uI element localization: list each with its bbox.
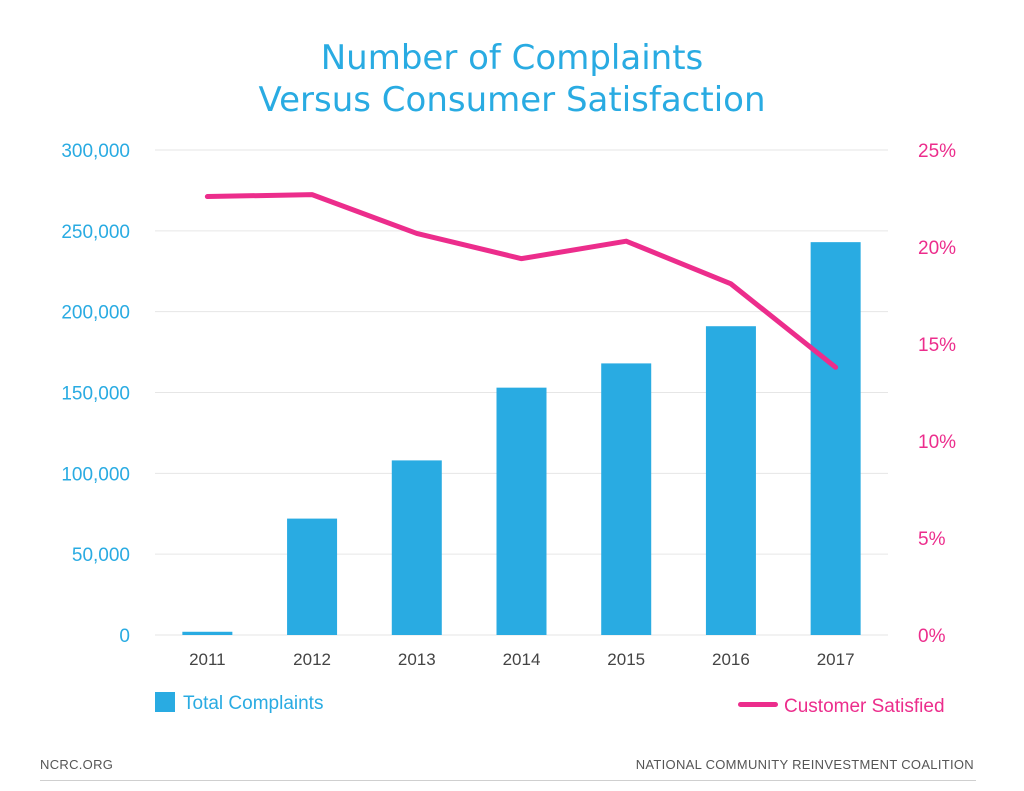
- y-left-tick-label: 0: [119, 626, 130, 647]
- y-right-tick-label: 20%: [918, 238, 956, 259]
- x-tick-label: 2017: [817, 650, 855, 669]
- bar: [287, 518, 338, 635]
- bar: [391, 460, 442, 635]
- footer-site: NCRC.ORG: [40, 757, 114, 772]
- legend-customer-satisfied: Customer Satisfied: [738, 696, 945, 718]
- bar: [496, 387, 547, 635]
- x-tick-label: 2016: [712, 650, 750, 669]
- legend-total-complaints: Total Complaints: [155, 692, 323, 715]
- footer-org: NATIONAL COMMUNITY REINVESTMENT COALITIO…: [635, 757, 974, 772]
- chart-title-line-1: Number of Complaints: [320, 38, 704, 78]
- legend-line-label: Customer Satisfied: [784, 696, 945, 717]
- y-right-tick-label: 0%: [918, 626, 946, 647]
- y-right-tick-label: 10%: [918, 432, 956, 453]
- legend-bar-label: Total Complaints: [183, 693, 324, 714]
- y-right-tick-label: 5%: [918, 529, 946, 550]
- y-left-tick-label: 150,000: [61, 384, 130, 405]
- footer-divider: [40, 780, 976, 781]
- bar: [705, 326, 756, 635]
- legend-line-swatch: [738, 702, 778, 707]
- y-left-tick-label: 50,000: [72, 545, 130, 566]
- bar: [182, 631, 233, 635]
- x-tick-label: 2014: [503, 650, 541, 669]
- y-right-tick-label: 15%: [918, 335, 956, 356]
- y-right-tick-label: 25%: [918, 141, 956, 162]
- legend-bar-swatch: [155, 692, 175, 712]
- y-left-tick-label: 300,000: [61, 141, 130, 162]
- y-left-tick-label: 200,000: [61, 303, 130, 324]
- bar: [810, 242, 861, 635]
- chart-title-line-2: Versus Consumer Satisfaction: [258, 80, 766, 120]
- y-left-tick-label: 250,000: [61, 222, 130, 243]
- bar: [601, 363, 652, 635]
- x-tick-label: 2011: [189, 650, 226, 669]
- y-left-tick-label: 100,000: [61, 464, 130, 485]
- x-tick-label: 2013: [398, 650, 436, 669]
- x-tick-label: 2015: [607, 650, 645, 669]
- x-tick-label: 2012: [293, 650, 331, 669]
